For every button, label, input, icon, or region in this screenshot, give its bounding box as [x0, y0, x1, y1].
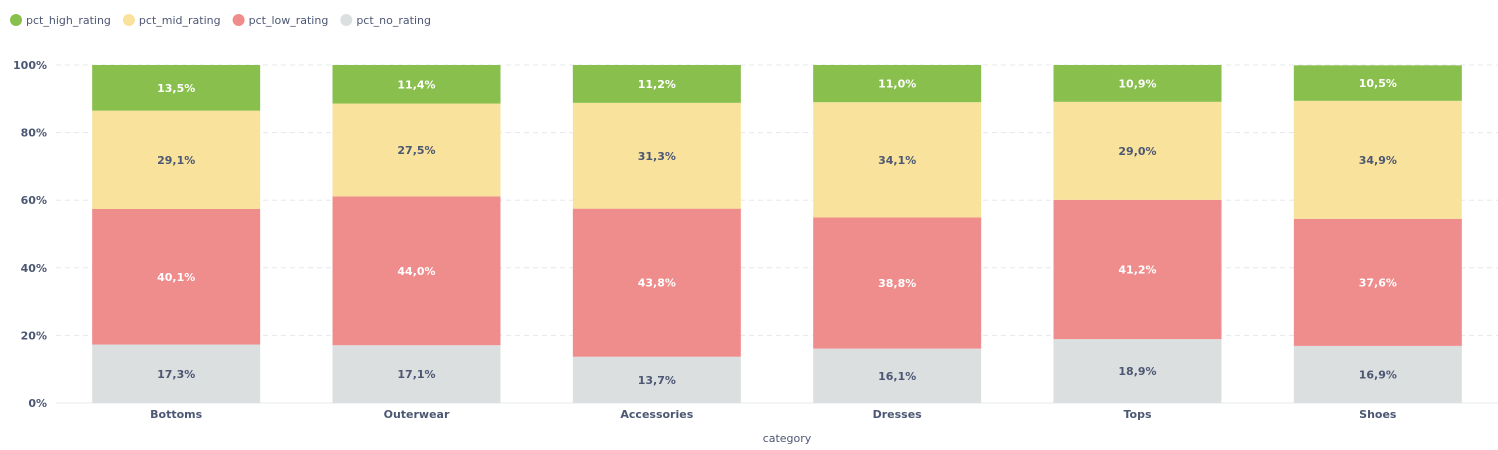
legend-swatch	[232, 14, 245, 26]
y-tick-label: 80%	[21, 127, 47, 140]
legend-item-pct-low-rating[interactable]: pct_low_rating	[232, 14, 329, 27]
legend-swatch	[122, 14, 135, 26]
bar-segment-pct-high-rating[interactable]	[1053, 65, 1222, 102]
x-axis-ticks: Bottoms Outerwear Accessories Dresses Tops Sh…	[150, 408, 1397, 421]
bar-group-bottoms[interactable]: 17,3% 40,1% 29,1% 13,5%	[92, 65, 261, 403]
legend-label: pct_high_rating	[26, 14, 111, 27]
legend-item-pct-no-rating[interactable]: pct_no_rating	[340, 14, 431, 27]
legend-label: pct_low_rating	[249, 14, 329, 27]
legend-item-pct-high-rating[interactable]: pct_high_rating	[10, 14, 111, 27]
bar-group-accessories[interactable]: 13,7% 43,8% 31,3% 11,2%	[572, 65, 741, 403]
bar-segment-pct-mid-rating[interactable]	[1053, 101, 1222, 200]
data-label: 18,9%	[1118, 365, 1156, 378]
data-label: 10,9%	[1118, 77, 1156, 90]
bar-segment-pct-no-rating[interactable]	[1293, 345, 1462, 403]
data-label: 34,1%	[878, 154, 916, 167]
bar-segment-pct-mid-rating[interactable]	[572, 102, 741, 209]
bar-segment-pct-low-rating[interactable]	[1293, 218, 1462, 346]
bar-segment-pct-high-rating[interactable]	[332, 65, 501, 104]
legend: pct_high_rating pct_mid_rating pct_low_rat…	[10, 14, 431, 27]
bars: 17,3% 40,1% 29,1% 13,5% 17,1% 44,0% 27,5% 11,4%…	[92, 65, 1462, 403]
y-tick-label: 100%	[13, 59, 47, 72]
data-label: 17,1%	[397, 368, 435, 381]
x-tick-label: Shoes	[1359, 408, 1397, 421]
legend-item-pct-mid-rating[interactable]: pct_mid_rating	[122, 14, 221, 27]
bar-segment-pct-low-rating[interactable]	[332, 196, 501, 346]
x-tick-label: Bottoms	[150, 408, 202, 421]
bar-segment-pct-no-rating[interactable]	[572, 356, 741, 403]
legend-label: pct_mid_rating	[139, 14, 221, 27]
bar-segment-pct-high-rating[interactable]	[1293, 65, 1462, 101]
bar-segment-pct-mid-rating[interactable]	[92, 110, 261, 209]
data-label: 16,1%	[878, 370, 916, 383]
data-label: 40,1%	[157, 271, 195, 284]
bar-segment-pct-low-rating[interactable]	[813, 217, 982, 349]
data-label: 11,0%	[878, 78, 916, 91]
data-label: 34,9%	[1359, 154, 1397, 167]
bar-segment-pct-high-rating[interactable]	[92, 65, 261, 111]
bar-group-tops[interactable]: 18,9% 41,2% 29,0% 10,9%	[1053, 65, 1222, 403]
data-label: 13,5%	[157, 82, 195, 95]
data-label: 11,4%	[397, 78, 435, 91]
bar-segment-pct-no-rating[interactable]	[332, 345, 501, 403]
x-axis-label: category	[763, 432, 812, 445]
data-label: 44,0%	[397, 265, 435, 278]
bar-segment-pct-no-rating[interactable]	[92, 344, 261, 403]
data-label: 10,5%	[1359, 77, 1397, 90]
x-tick-label: Tops	[1123, 408, 1151, 421]
gridlines	[56, 64, 1498, 404]
data-label: 43,8%	[638, 277, 676, 290]
bar-segment-pct-no-rating[interactable]	[813, 348, 982, 403]
bar-segment-pct-high-rating[interactable]	[813, 65, 982, 103]
data-label: 17,3%	[157, 368, 195, 381]
bar-group-outerwear[interactable]: 17,1% 44,0% 27,5% 11,4%	[332, 65, 501, 403]
legend-swatch	[10, 14, 22, 26]
bar-segment-pct-low-rating[interactable]	[572, 208, 741, 357]
x-tick-label: Outerwear	[384, 408, 450, 421]
data-label: 16,9%	[1359, 368, 1397, 381]
data-label: 31,3%	[638, 150, 676, 163]
bar-segment-pct-mid-rating[interactable]	[813, 102, 982, 218]
x-tick-label: Dresses	[873, 408, 923, 421]
bar-segment-pct-mid-rating[interactable]	[1293, 100, 1462, 219]
y-axis-ticks: 0% 20% 40% 60% 80% 100%	[13, 59, 47, 410]
legend-label: pct_no_rating	[356, 14, 431, 27]
y-tick-label: 60%	[21, 194, 47, 207]
bar-group-dresses[interactable]: 16,1% 38,8% 34,1% 11,0%	[813, 65, 982, 403]
y-tick-label: 0%	[28, 397, 47, 410]
y-tick-label: 20%	[21, 329, 47, 342]
bar-segment-pct-no-rating[interactable]	[1053, 339, 1222, 403]
bar-group-shoes[interactable]: 16,9% 37,6% 34,9% 10,5%	[1293, 65, 1462, 403]
data-label: 27,5%	[397, 144, 435, 157]
bar-segment-pct-low-rating[interactable]	[1053, 199, 1222, 340]
data-label: 38,8%	[878, 277, 916, 290]
data-label: 11,2%	[638, 78, 676, 91]
data-label: 29,1%	[157, 154, 195, 167]
bar-segment-pct-high-rating[interactable]	[572, 65, 741, 103]
bar-segment-pct-low-rating[interactable]	[92, 208, 261, 345]
data-label: 29,0%	[1118, 145, 1156, 158]
x-tick-label: Accessories	[620, 408, 693, 421]
data-label: 41,2%	[1118, 263, 1156, 276]
bar-segment-pct-mid-rating[interactable]	[332, 103, 501, 197]
data-label: 13,7%	[638, 374, 676, 387]
data-label: 37,6%	[1359, 276, 1397, 289]
legend-swatch	[340, 14, 353, 26]
y-tick-label: 40%	[21, 262, 47, 275]
